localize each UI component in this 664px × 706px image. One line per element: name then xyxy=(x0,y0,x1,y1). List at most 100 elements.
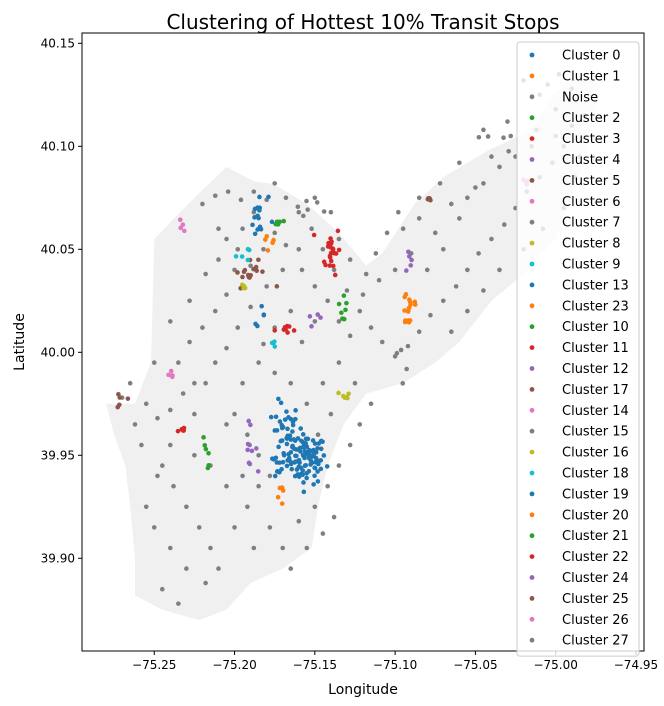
y-tick-label: 40.05 xyxy=(41,242,75,256)
data-point xyxy=(312,473,317,479)
data-point xyxy=(309,324,314,329)
data-point xyxy=(303,436,309,442)
data-point xyxy=(332,272,338,278)
data-point xyxy=(440,298,446,304)
legend-marker xyxy=(529,157,535,162)
data-point xyxy=(201,435,206,440)
data-point xyxy=(168,442,173,448)
data-point xyxy=(320,531,326,536)
legend-marker xyxy=(529,637,535,643)
data-point xyxy=(405,343,411,349)
data-point xyxy=(311,482,316,487)
data-point xyxy=(200,325,205,330)
series-6 xyxy=(235,257,280,291)
data-point xyxy=(291,437,297,442)
data-point xyxy=(336,463,342,468)
data-point xyxy=(216,566,221,571)
legend-marker xyxy=(529,575,535,580)
data-point xyxy=(125,396,131,401)
data-point xyxy=(437,181,443,186)
data-point xyxy=(171,483,176,489)
data-point xyxy=(312,195,318,201)
data-point xyxy=(245,272,251,278)
data-point xyxy=(247,461,253,467)
data-point xyxy=(327,255,333,260)
data-point xyxy=(187,339,192,345)
series-4 xyxy=(311,228,342,278)
data-point xyxy=(304,545,310,551)
plot-frame xyxy=(81,32,645,652)
data-point xyxy=(324,464,330,469)
legend-item: Cluster 12 xyxy=(529,362,629,377)
legend-marker xyxy=(529,324,535,330)
data-point xyxy=(245,246,251,252)
data-point xyxy=(347,442,353,448)
data-point xyxy=(168,407,173,413)
legend-marker xyxy=(529,470,535,476)
data-point xyxy=(232,411,237,417)
data-point xyxy=(279,425,285,431)
data-point xyxy=(497,164,502,170)
data-point xyxy=(341,316,347,322)
data-point xyxy=(416,216,422,221)
data-point xyxy=(331,514,337,520)
data-point xyxy=(264,284,269,289)
data-point xyxy=(301,489,307,495)
data-point xyxy=(325,298,330,304)
y-axis-label: Latitude xyxy=(12,313,28,371)
legend-item: Cluster 18 xyxy=(529,467,629,482)
data-point xyxy=(402,319,408,325)
data-point xyxy=(402,308,407,313)
data-point xyxy=(318,315,323,320)
y-tick-label: 40.10 xyxy=(41,139,75,153)
data-point xyxy=(303,449,309,455)
data-point xyxy=(117,395,123,400)
x-tick-label: −75.25 xyxy=(132,658,176,672)
data-point xyxy=(325,483,330,489)
data-point xyxy=(489,236,494,242)
legend-item: Cluster 26 xyxy=(529,613,629,628)
legend-marker xyxy=(529,533,535,539)
data-point xyxy=(344,300,349,306)
data-point xyxy=(177,217,183,223)
legend-label: Cluster 2 xyxy=(562,111,621,126)
legend-item: Cluster 1 xyxy=(529,69,621,84)
legend-item: Cluster 25 xyxy=(529,592,629,607)
legend-item: Cluster 15 xyxy=(529,425,629,440)
data-point xyxy=(335,228,341,234)
data-point xyxy=(251,189,257,194)
legend-label: Cluster 4 xyxy=(562,153,621,168)
series-0 xyxy=(268,396,330,495)
data-point xyxy=(240,473,245,479)
data-point xyxy=(379,339,385,345)
data-point xyxy=(151,525,157,530)
data-point xyxy=(502,222,507,227)
legend-marker xyxy=(529,616,535,622)
data-point xyxy=(212,308,218,314)
legend-marker xyxy=(529,261,535,267)
data-point xyxy=(304,198,309,204)
data-point xyxy=(262,237,268,242)
data-point xyxy=(168,319,173,324)
legend-item: Cluster 13 xyxy=(529,278,629,293)
data-point xyxy=(261,341,266,347)
data-point xyxy=(159,586,165,592)
data-point xyxy=(300,468,306,473)
series-24 xyxy=(175,425,187,434)
data-point xyxy=(336,360,342,365)
data-point xyxy=(245,441,251,447)
data-point xyxy=(406,306,412,311)
legend-label: Cluster 24 xyxy=(562,571,629,586)
data-point xyxy=(187,298,192,304)
data-point xyxy=(155,415,160,421)
data-point xyxy=(406,249,411,255)
data-point xyxy=(272,230,277,236)
data-point xyxy=(272,370,277,376)
data-point xyxy=(151,360,157,365)
data-point xyxy=(255,469,261,474)
data-point xyxy=(352,380,358,386)
legend: Cluster 0 Cluster 1 Noise Cluster 2 Cluster … xyxy=(516,41,640,657)
data-point xyxy=(343,307,348,313)
legend-label: Cluster 23 xyxy=(562,299,629,314)
